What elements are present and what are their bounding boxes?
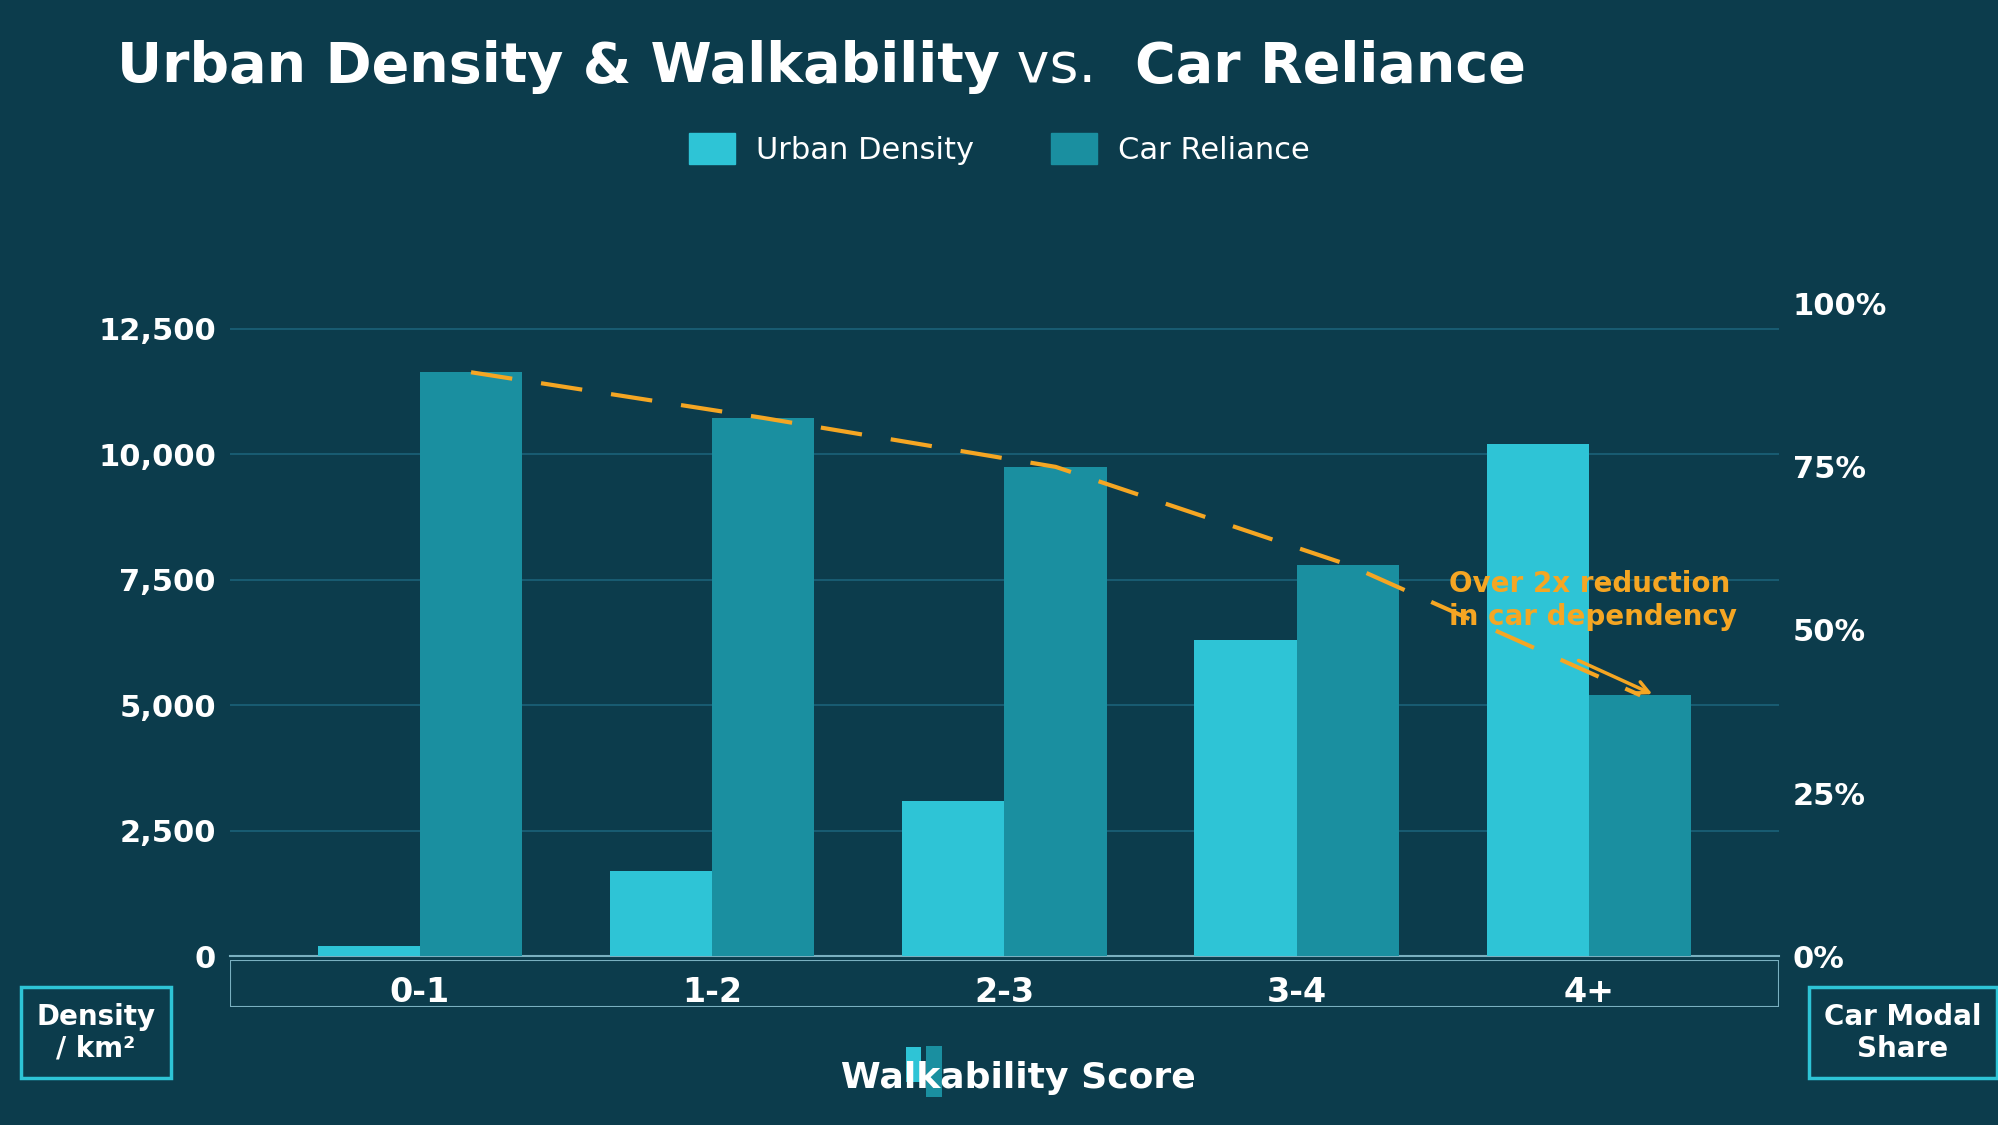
Text: Over 2x reduction
in car dependency: Over 2x reduction in car dependency <box>1449 570 1736 631</box>
Bar <box>905 1047 921 1082</box>
Text: Car Modal
Share: Car Modal Share <box>1824 1002 1980 1063</box>
Text: Urban Density & Walkability: Urban Density & Walkability <box>116 39 999 93</box>
Bar <box>711 417 813 956</box>
Text: Walkability Score: Walkability Score <box>803 1061 1195 1095</box>
Bar <box>1588 695 1690 956</box>
Text: Car Reliance: Car Reliance <box>1135 39 1526 93</box>
Bar <box>1003 467 1107 956</box>
Text: Density
/ km²: Density / km² <box>36 1002 156 1063</box>
Legend: Urban Density, Car Reliance: Urban Density, Car Reliance <box>677 120 1321 178</box>
Bar <box>1297 565 1399 956</box>
Bar <box>901 801 1005 956</box>
Bar <box>925 1046 941 1097</box>
Bar <box>420 372 521 956</box>
Text: vs.: vs. <box>999 39 1113 93</box>
Bar <box>318 946 420 956</box>
Bar <box>1195 640 1297 956</box>
Bar <box>609 871 711 956</box>
Bar <box>1487 444 1588 956</box>
